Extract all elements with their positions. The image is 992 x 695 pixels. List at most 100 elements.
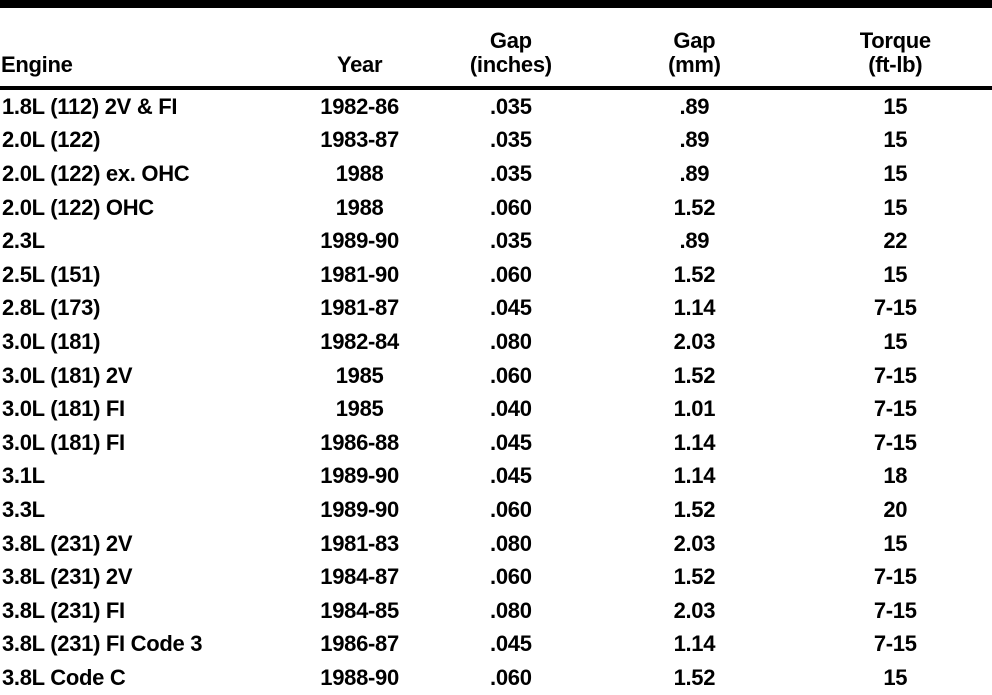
cell-gap-mm: 1.52 xyxy=(673,496,716,522)
cell-engine: 1.8L (112) 2V & FI xyxy=(2,93,178,119)
cell-year: 1985 xyxy=(335,396,384,422)
cell-gap-mm: .89 xyxy=(679,228,710,254)
cell-gap-inches: .045 xyxy=(490,295,532,321)
cell-gap-mm: 1.52 xyxy=(673,564,716,590)
header-row: Engine Year Gap (inches) Gap (mm) Torque… xyxy=(0,4,992,90)
cell-engine: 3.8L Code C xyxy=(2,664,126,690)
cell-torque: 20 xyxy=(883,496,908,522)
cell-engine: 3.8L (231) FI xyxy=(2,597,125,623)
table-row: 3.8L (231) 2V 1984-87 .060 1.52 7-15 xyxy=(0,560,992,594)
cell-engine: 2.3L xyxy=(2,228,45,254)
cell-engine: 3.8L (231) FI Code 3 xyxy=(2,631,203,657)
cell-engine: 2.0L (122) xyxy=(2,127,101,153)
cell-year: 1981-83 xyxy=(320,530,399,556)
cell-year: 1982-86 xyxy=(320,93,399,119)
col-header-gap-mm-line1: Gap xyxy=(673,27,716,53)
cell-gap-inches: .060 xyxy=(490,664,532,690)
cell-gap-inches: .035 xyxy=(490,160,532,186)
cell-torque: 7-15 xyxy=(873,295,917,321)
cell-gap-inches: .060 xyxy=(490,362,532,388)
cell-gap-mm: 1.14 xyxy=(673,463,716,489)
cell-year: 1984-87 xyxy=(320,564,399,590)
cell-gap-mm: 1.52 xyxy=(673,194,716,220)
cell-year: 1982-84 xyxy=(320,328,399,354)
table-row: 2.5L (151) 1981-90 .060 1.52 15 xyxy=(0,258,992,292)
col-header-gap-inches-line2: (inches) xyxy=(469,52,552,78)
table-row: 3.8L (231) 2V 1981-83 .080 2.03 15 xyxy=(0,527,992,561)
cell-engine: 3.0L (181) 2V xyxy=(2,362,133,388)
col-header-gap-mm-line2: (mm) xyxy=(668,52,721,78)
cell-gap-inches: .080 xyxy=(490,597,532,623)
col-header-torque-line1: Torque xyxy=(859,27,931,53)
cell-engine: 3.0L (181) FI xyxy=(2,429,125,455)
cell-gap-inches: .040 xyxy=(490,396,532,422)
cell-torque: 15 xyxy=(883,328,908,354)
cell-engine: 3.3L xyxy=(2,496,45,522)
table-row: 3.3L 1989-90 .060 1.52 20 xyxy=(0,493,992,527)
table-row: 3.8L (231) FI Code 3 1986-87 .045 1.14 7-15 xyxy=(0,628,992,662)
cell-engine: 3.0L (181) xyxy=(2,328,101,354)
table-row: 2.8L (173) 1981-87 .045 1.14 7-15 xyxy=(0,292,992,326)
cell-engine: 3.1L xyxy=(2,463,45,489)
table-row: 3.8L Code C 1988-90 .060 1.52 15 xyxy=(0,661,992,695)
cell-torque: 22 xyxy=(883,228,908,254)
cell-gap-inches: .080 xyxy=(490,530,532,556)
cell-gap-inches: .035 xyxy=(490,127,532,153)
cell-year: 1989-90 xyxy=(320,496,399,522)
col-header-year-label: Year xyxy=(336,52,383,78)
cell-gap-mm: .89 xyxy=(679,160,710,186)
cell-gap-mm: 1.52 xyxy=(673,261,716,287)
cell-engine: 2.0L (122) ex. OHC xyxy=(2,160,190,186)
cell-year: 1981-90 xyxy=(320,261,399,287)
cell-engine: 3.8L (231) 2V xyxy=(2,530,133,556)
cell-torque: 7-15 xyxy=(873,362,917,388)
col-header-engine-label: Engine xyxy=(1,52,73,78)
cell-gap-inches: .060 xyxy=(490,194,532,220)
cell-gap-mm: 1.14 xyxy=(673,295,716,321)
cell-year: 1988 xyxy=(335,160,384,186)
cell-year: 1989-90 xyxy=(320,228,399,254)
cell-torque: 7-15 xyxy=(873,429,917,455)
col-header-year: Year xyxy=(287,4,432,90)
cell-gap-inches: .060 xyxy=(490,496,532,522)
cell-engine: 2.0L (122) OHC xyxy=(2,194,154,220)
cell-engine: 3.0L (181) FI xyxy=(2,396,125,422)
table-row: 1.8L (112) 2V & FI 1982-86 .035 .89 15 xyxy=(0,88,992,124)
cell-torque: 15 xyxy=(883,93,908,119)
cell-torque: 15 xyxy=(883,664,908,690)
col-header-gap-inches-line1: Gap xyxy=(489,27,532,53)
cell-torque: 7-15 xyxy=(873,597,917,623)
cell-gap-mm: .89 xyxy=(679,127,710,153)
cell-torque: 7-15 xyxy=(873,564,917,590)
cell-gap-mm: 2.03 xyxy=(673,328,716,354)
cell-year: 1986-88 xyxy=(320,429,399,455)
cell-gap-mm: 1.14 xyxy=(673,631,716,657)
cell-gap-mm: 1.52 xyxy=(673,664,716,690)
cell-year: 1989-90 xyxy=(320,463,399,489)
cell-year: 1984-85 xyxy=(320,597,399,623)
table-row: 2.0L (122) ex. OHC 1988 .035 .89 15 xyxy=(0,157,992,191)
cell-engine: 2.5L (151) xyxy=(2,261,101,287)
table-row: 3.0L (181) FI 1985 .040 1.01 7-15 xyxy=(0,392,992,426)
cell-gap-inches: .045 xyxy=(490,631,532,657)
cell-gap-inches: .045 xyxy=(490,429,532,455)
col-header-torque-line2: (ft-lb) xyxy=(868,52,923,78)
table-row: 3.0L (181) 2V 1985 .060 1.52 7-15 xyxy=(0,359,992,393)
cell-torque: 7-15 xyxy=(873,396,917,422)
col-header-gap-inches: Gap (inches) xyxy=(431,4,591,90)
cell-torque: 7-15 xyxy=(873,631,917,657)
cell-gap-inches: .045 xyxy=(490,463,532,489)
cell-gap-mm: 2.03 xyxy=(673,530,716,556)
cell-year: 1983-87 xyxy=(320,127,399,153)
cell-gap-mm: 1.14 xyxy=(673,429,716,455)
table-row: 3.0L (181) FI 1986-88 .045 1.14 7-15 xyxy=(0,426,992,460)
col-header-engine: Engine xyxy=(0,4,288,90)
col-header-torque: Torque (ft-lb) xyxy=(798,4,992,90)
cell-year: 1981-87 xyxy=(320,295,399,321)
table-row: 2.3L 1989-90 .035 .89 22 xyxy=(0,224,992,258)
cell-year: 1988 xyxy=(335,194,384,220)
cell-year: 1988-90 xyxy=(320,664,399,690)
cell-gap-inches: .035 xyxy=(490,228,532,254)
